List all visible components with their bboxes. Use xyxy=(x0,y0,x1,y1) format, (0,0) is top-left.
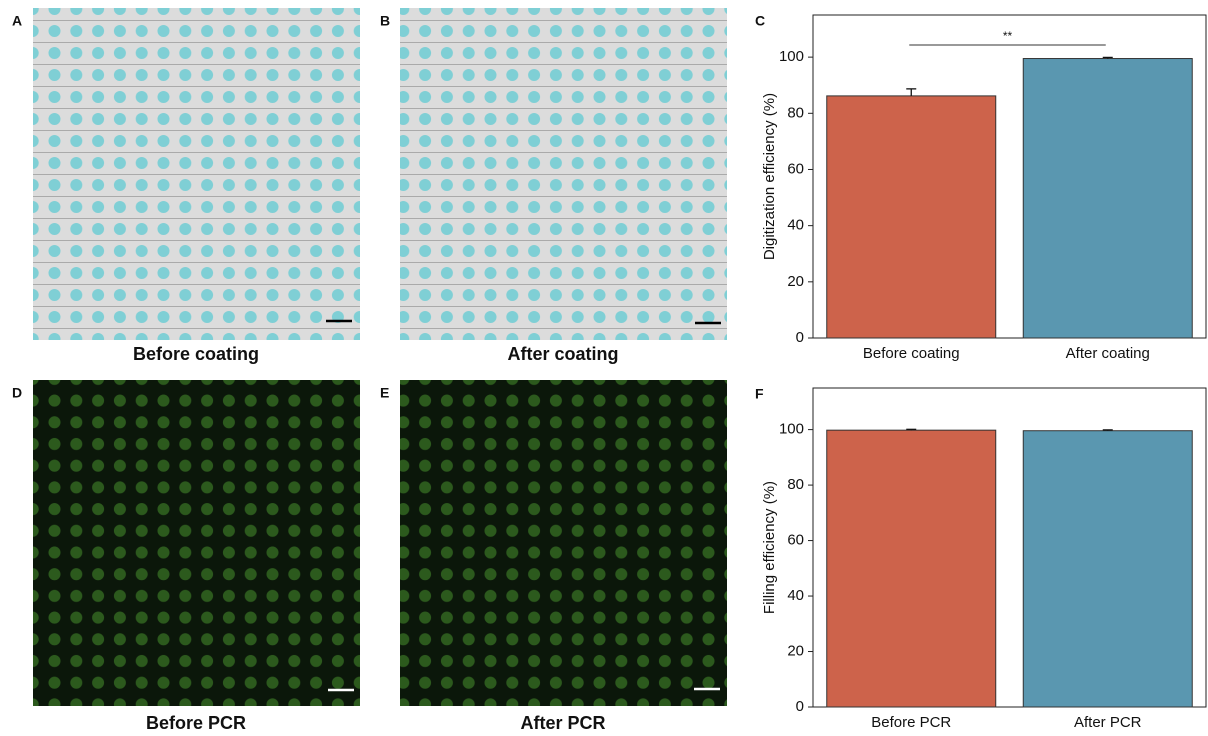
x-tick-label: After coating xyxy=(1066,345,1150,362)
y-tick-label: 100 xyxy=(779,421,804,438)
y-axis-label: Digitization efficiency (%) xyxy=(761,93,778,260)
panel-label: D xyxy=(12,385,22,401)
caption: After coating xyxy=(507,344,618,364)
panel-label: F xyxy=(755,386,764,402)
caption: Before coating xyxy=(133,344,259,364)
panel-label: E xyxy=(380,385,389,401)
y-tick-label: 40 xyxy=(787,587,804,604)
micrograph xyxy=(400,8,727,340)
plot-frame xyxy=(812,387,1207,708)
panel-label: B xyxy=(380,13,390,29)
plot-frame xyxy=(812,14,1207,339)
image-panels: A B D E Before coating After coating Bef… xyxy=(12,8,727,733)
panel-label: A xyxy=(12,13,22,29)
x-tick-label: Before PCR xyxy=(871,714,951,731)
y-tick-label: 20 xyxy=(787,273,804,290)
y-tick-label: 40 xyxy=(787,217,804,234)
x-tick-label: Before coating xyxy=(863,345,960,362)
caption: After PCR xyxy=(520,713,605,733)
y-axis-label: Filling efficiency (%) xyxy=(761,481,778,614)
bar xyxy=(1022,58,1193,339)
bar xyxy=(1022,430,1193,708)
bar xyxy=(826,95,997,339)
caption: Before PCR xyxy=(146,713,246,733)
y-tick-label: 20 xyxy=(787,642,804,659)
bar xyxy=(826,429,997,708)
y-tick-label: 80 xyxy=(787,476,804,493)
x-tick-label: After PCR xyxy=(1074,714,1142,731)
y-tick-label: 0 xyxy=(796,329,804,346)
fluorescence-image xyxy=(400,380,727,706)
y-tick-label: 60 xyxy=(787,160,804,177)
y-tick-label: 0 xyxy=(796,698,804,715)
fluorescence-image xyxy=(33,380,360,706)
y-tick-label: 100 xyxy=(779,48,804,65)
y-tick-label: 60 xyxy=(787,532,804,549)
significance-label: ** xyxy=(1003,29,1013,43)
y-tick-label: 80 xyxy=(787,104,804,121)
micrograph xyxy=(33,8,360,340)
panel-label: C xyxy=(755,13,765,29)
